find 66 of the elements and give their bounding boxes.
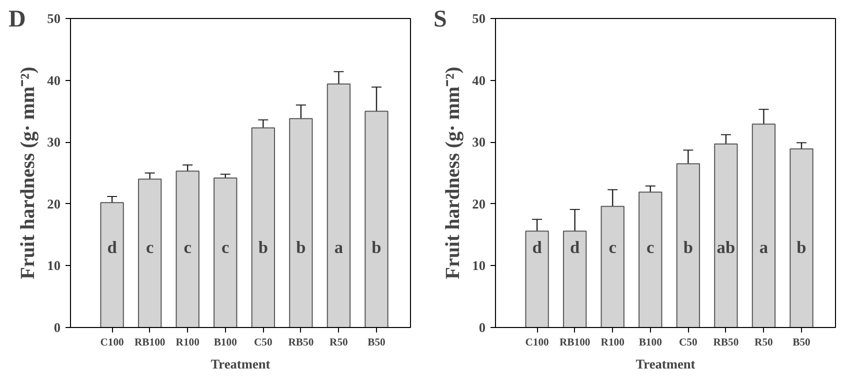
annotation: a — [759, 238, 768, 257]
y-tick-label: 30 — [47, 134, 61, 150]
bar — [364, 110, 388, 328]
bar — [176, 170, 200, 328]
chart-title: S — [434, 6, 447, 32]
annotation: c — [646, 238, 655, 257]
annotation: c — [222, 238, 230, 257]
annotation: d — [107, 238, 118, 257]
bar — [600, 206, 624, 328]
y-tick-label: 40 — [47, 72, 61, 88]
x-tick-label: R50 — [330, 338, 348, 348]
annotation: d — [532, 238, 542, 257]
x-tick-label: B100 — [638, 338, 662, 348]
x-tick-label: R100 — [600, 338, 624, 348]
annotation: b — [296, 238, 306, 257]
x-tick-label: B100 — [214, 338, 237, 348]
y-tick-label: 0 — [54, 320, 61, 335]
annotation: ab — [716, 238, 736, 257]
bar — [289, 118, 313, 328]
y-tick-label: 10 — [47, 258, 61, 274]
x-tick-label: RB100 — [134, 338, 166, 348]
bar — [752, 124, 776, 328]
bar — [638, 192, 662, 328]
annotation: c — [184, 238, 192, 257]
annotation: c — [146, 238, 154, 257]
x-axis-title: Treatment — [636, 356, 696, 372]
x-axis-title: Treatment — [210, 356, 271, 372]
annotation: c — [608, 238, 617, 257]
chart-title: D — [8, 6, 26, 32]
annotation: b — [372, 238, 382, 257]
x-tick-label: C50 — [678, 338, 698, 348]
y-tick-label: 40 — [472, 72, 486, 88]
x-tick-label: RB50 — [288, 338, 314, 348]
y-axis-title: Fruit hardness (g· mm⁻²) — [442, 66, 464, 280]
y-tick-label: 20 — [47, 196, 61, 212]
bar — [563, 230, 587, 328]
x-tick-label: B50 — [792, 338, 810, 348]
y-tick-label: 10 — [472, 258, 486, 274]
annotation: a — [334, 238, 344, 257]
x-tick-label: C100 — [100, 338, 124, 348]
bar — [214, 177, 238, 328]
annotation: d — [570, 238, 580, 257]
y-tick-label: 30 — [472, 134, 486, 150]
bar — [525, 230, 549, 328]
x-tick-label: R100 — [176, 338, 200, 348]
y-tick-label: 50 — [47, 11, 61, 26]
y-tick-label: 0 — [478, 320, 486, 335]
bar — [714, 143, 738, 328]
bar — [790, 148, 814, 328]
bar — [676, 163, 700, 328]
annotation: b — [258, 238, 268, 257]
annotation: b — [796, 238, 806, 257]
y-tick-label: 50 — [472, 11, 486, 26]
annotation: b — [683, 238, 693, 257]
y-axis-title: Fruit hardness (g· mm⁻²) — [17, 66, 40, 280]
bar — [251, 127, 275, 328]
x-tick-label: RB100 — [559, 338, 590, 348]
x-tick-label: C100 — [525, 338, 549, 348]
x-tick-label: B50 — [368, 338, 386, 348]
bar — [326, 84, 351, 328]
x-tick-label: C50 — [254, 338, 272, 348]
y-tick-label: 20 — [472, 196, 486, 212]
bar — [100, 202, 124, 328]
bar — [138, 178, 162, 328]
x-tick-label: R50 — [754, 338, 773, 348]
x-tick-label: RB50 — [713, 338, 739, 348]
